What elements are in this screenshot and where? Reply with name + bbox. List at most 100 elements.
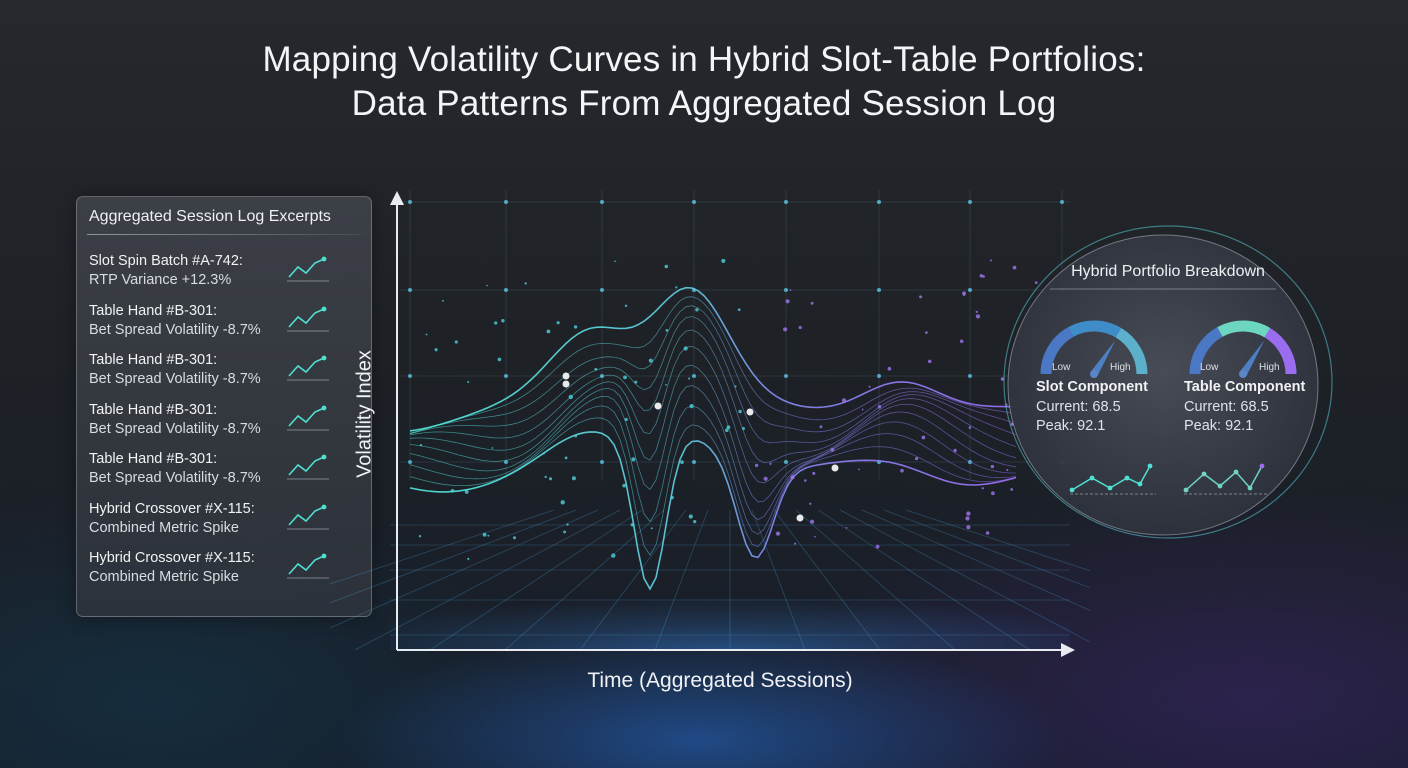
log-panel-title: Aggregated Session Log Excerpts: [89, 208, 331, 225]
gauge-needle: [1090, 340, 1116, 377]
particle-dot: [683, 346, 688, 351]
slot-peak-value: Peak: 92.1: [1036, 418, 1106, 434]
grid-node: [877, 288, 881, 292]
sparkline-dot: [321, 306, 327, 312]
particle-dot: [966, 511, 971, 516]
mini-chart-dot: [1233, 469, 1239, 475]
particle-dot: [693, 520, 697, 524]
particle-dot: [798, 325, 802, 330]
particle-dot: [419, 443, 423, 447]
grid-node: [784, 288, 788, 292]
mini-chart-dot: [1107, 485, 1113, 491]
particle-dot: [564, 456, 568, 460]
mini-chart-dot: [1247, 485, 1253, 491]
sparkline-path: [288, 258, 325, 278]
particle-dot: [688, 514, 693, 519]
log-item[interactable]: Table Hand #B-301: Bet Spread Volatility…: [89, 402, 361, 446]
grid-node: [600, 460, 604, 464]
log-item[interactable]: Table Hand #B-301: Bet Spread Volatility…: [89, 303, 361, 347]
particle-dot: [861, 408, 864, 411]
log-item[interactable]: Hybrid Crossover #X-115: Combined Metric…: [89, 501, 361, 545]
particle-dot: [486, 284, 488, 287]
particle-dot: [783, 327, 788, 332]
log-item-detail: Bet Spread Volatility -8.7%: [89, 470, 261, 486]
particle-dot: [738, 409, 742, 414]
wave-line: [409, 296, 1017, 434]
table-component-name: Table Component: [1184, 379, 1306, 395]
particle-dot: [482, 532, 487, 537]
particle-dot: [546, 329, 551, 334]
sparkline-dot: [321, 355, 327, 361]
grid-node: [692, 200, 696, 204]
particle-dot: [724, 428, 729, 433]
floor-line: [654, 509, 709, 651]
particle-dot: [990, 464, 995, 469]
gauge-needle: [1239, 340, 1265, 377]
particle-dot: [664, 264, 669, 269]
particle-dot: [1012, 265, 1017, 270]
wave-line: [409, 417, 1017, 556]
log-item[interactable]: Table Hand #B-301: Bet Spread Volatility…: [89, 352, 361, 396]
particle-dot: [614, 260, 616, 263]
sparkline-path: [288, 555, 325, 575]
particle-dot: [467, 380, 470, 384]
log-item[interactable]: Slot Spin Batch #A-742: RTP Variance +12…: [89, 253, 361, 297]
log-panel-divider: [87, 234, 361, 235]
grid-node: [600, 288, 604, 292]
particle-dot: [1000, 377, 1005, 381]
particle-dot: [775, 531, 781, 536]
particle-dot: [814, 535, 816, 538]
mini-chart-dot: [1201, 471, 1207, 477]
particle-dot: [556, 321, 560, 325]
grid-node: [968, 374, 972, 378]
particle-dot: [665, 329, 669, 332]
sparkline-icon: [287, 553, 329, 579]
particle-dot: [875, 544, 880, 549]
particle-dot: [560, 500, 565, 505]
gauge-hub: [1090, 370, 1098, 378]
grid-node: [408, 200, 412, 204]
gauge-high-label: High: [1110, 362, 1131, 373]
log-item-name: Table Hand #B-301:: [89, 402, 218, 418]
floor-line: [354, 509, 621, 651]
particle-dot: [563, 530, 567, 534]
particle-dot: [544, 475, 547, 479]
gauge-hub: [1239, 370, 1247, 378]
sparkline-icon: [287, 454, 329, 480]
log-item-detail: Bet Spread Volatility -8.7%: [89, 421, 261, 437]
mini-chart-dot: [1217, 483, 1223, 489]
log-item-detail: Bet Spread Volatility -8.7%: [89, 371, 261, 387]
x-axis-label: Time (Aggregated Sessions): [587, 669, 853, 692]
wave-line: [409, 364, 1017, 503]
grid-node: [784, 200, 788, 204]
grid-node: [1060, 200, 1064, 204]
floor-glow: [390, 560, 1070, 650]
log-item[interactable]: Hybrid Crossover #X-115: Combined Metric…: [89, 550, 361, 594]
particle-dot: [790, 475, 795, 480]
particle-dot: [594, 367, 598, 371]
table-peak-value: Peak: 92.1: [1184, 418, 1254, 434]
log-item[interactable]: Table Hand #B-301: Bet Spread Volatility…: [89, 451, 361, 495]
particle-dot: [726, 425, 731, 430]
floor-line: [330, 509, 577, 604]
particle-dot: [650, 527, 653, 530]
gauge-arc: [1068, 320, 1122, 338]
grid-node: [504, 374, 508, 378]
log-item-detail: Bet Spread Volatility -8.7%: [89, 322, 261, 338]
particle-dot: [877, 405, 882, 409]
particle-dot: [991, 491, 995, 496]
wave-line: [409, 405, 1017, 535]
floor-line: [773, 509, 881, 651]
log-item-detail: RTP Variance +12.3%: [89, 272, 232, 288]
sparkline-icon: [287, 306, 329, 332]
particle-dot: [665, 384, 667, 386]
particle-dot: [1006, 468, 1009, 472]
particle-dot: [721, 258, 726, 263]
particle-dot: [809, 502, 812, 505]
log-item-detail: Combined Metric Spike: [89, 569, 239, 585]
mini-chart-dot: [1183, 487, 1189, 493]
floor-line: [330, 509, 599, 629]
particle-dot: [965, 516, 970, 521]
wave-line: [409, 385, 1016, 521]
grid-node: [692, 460, 696, 464]
